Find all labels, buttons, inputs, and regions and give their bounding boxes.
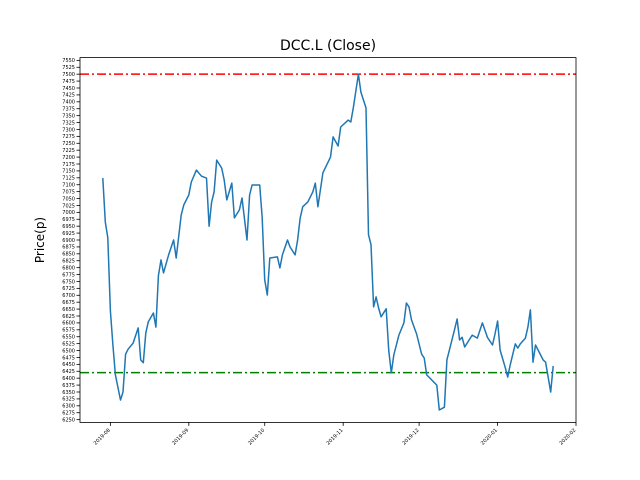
- y-tick-label: 6275: [62, 411, 75, 417]
- chart-title: DCC.L (Close): [280, 38, 376, 54]
- y-tick-label: 7225: [62, 148, 75, 154]
- y-tick-label: 6525: [62, 341, 75, 347]
- y-tick-label: 6300: [62, 404, 75, 410]
- y-tick-label: 7400: [62, 100, 75, 106]
- y-tick-label: 7250: [62, 141, 75, 147]
- y-tick-label: 7450: [62, 86, 75, 92]
- y-tick-label: 6700: [62, 293, 75, 299]
- y-tick-label: 7550: [62, 58, 75, 64]
- y-tick-label: 6850: [62, 252, 75, 258]
- y-tick-label: 7300: [62, 127, 75, 133]
- y-tick-label: 7375: [62, 107, 75, 113]
- axes-frame: [79, 57, 577, 423]
- y-tick-label: 6750: [62, 279, 75, 285]
- y-tick-label: 6975: [62, 217, 75, 223]
- y-tick-label: 6875: [62, 245, 75, 251]
- y-tick-label: 6350: [62, 390, 75, 396]
- y-tick-label: 7200: [62, 155, 75, 161]
- y-tick-label: 6625: [62, 314, 75, 320]
- y-tick-label: 6900: [62, 238, 75, 244]
- y-tick-label: 6500: [62, 348, 75, 354]
- y-tick-label: 7525: [62, 65, 75, 71]
- y-tick-label: 7325: [62, 120, 75, 126]
- y-tick-label: 6575: [62, 328, 75, 334]
- y-tick-label: 6825: [62, 259, 75, 265]
- y-tick-label: 7350: [62, 113, 75, 119]
- y-tick-label: 6675: [62, 300, 75, 306]
- y-tick-label: 7075: [62, 189, 75, 195]
- y-tick-label: 6325: [62, 397, 75, 403]
- y-tick-label: 7000: [62, 210, 75, 216]
- y-tick-label: 7475: [62, 79, 75, 85]
- y-tick-label: 6375: [62, 383, 75, 389]
- price-line: [102, 73, 554, 411]
- y-tick-label: 7100: [62, 183, 75, 189]
- y-tick-label: 7500: [62, 72, 75, 78]
- y-tick-label: 6425: [62, 369, 75, 375]
- y-tick-label: 6775: [62, 272, 75, 278]
- y-tick-label: 7150: [62, 169, 75, 175]
- y-tick-label: 7125: [62, 176, 75, 182]
- y-tick-label: 6725: [62, 286, 75, 292]
- y-tick-label: 6475: [62, 355, 75, 361]
- y-tick-label: 7025: [62, 203, 75, 209]
- y-tick-label: 7425: [62, 93, 75, 99]
- y-tick-label: 6950: [62, 224, 75, 230]
- y-tick-label: 6925: [62, 231, 75, 237]
- y-tick-label: 6800: [62, 265, 75, 271]
- y-tick-label: 6250: [62, 417, 75, 423]
- y-tick-label: 6600: [62, 321, 75, 327]
- y-tick-label: 6400: [62, 376, 75, 382]
- y-tick-label: 7275: [62, 134, 75, 140]
- y-tick-label: 6450: [62, 362, 75, 368]
- y-tick-label: 6650: [62, 307, 75, 313]
- y-axis-label: Price(p): [33, 217, 47, 263]
- y-tick-label: 7050: [62, 196, 75, 202]
- y-tick-label: 7175: [62, 162, 75, 168]
- y-tick-label: 6550: [62, 335, 75, 341]
